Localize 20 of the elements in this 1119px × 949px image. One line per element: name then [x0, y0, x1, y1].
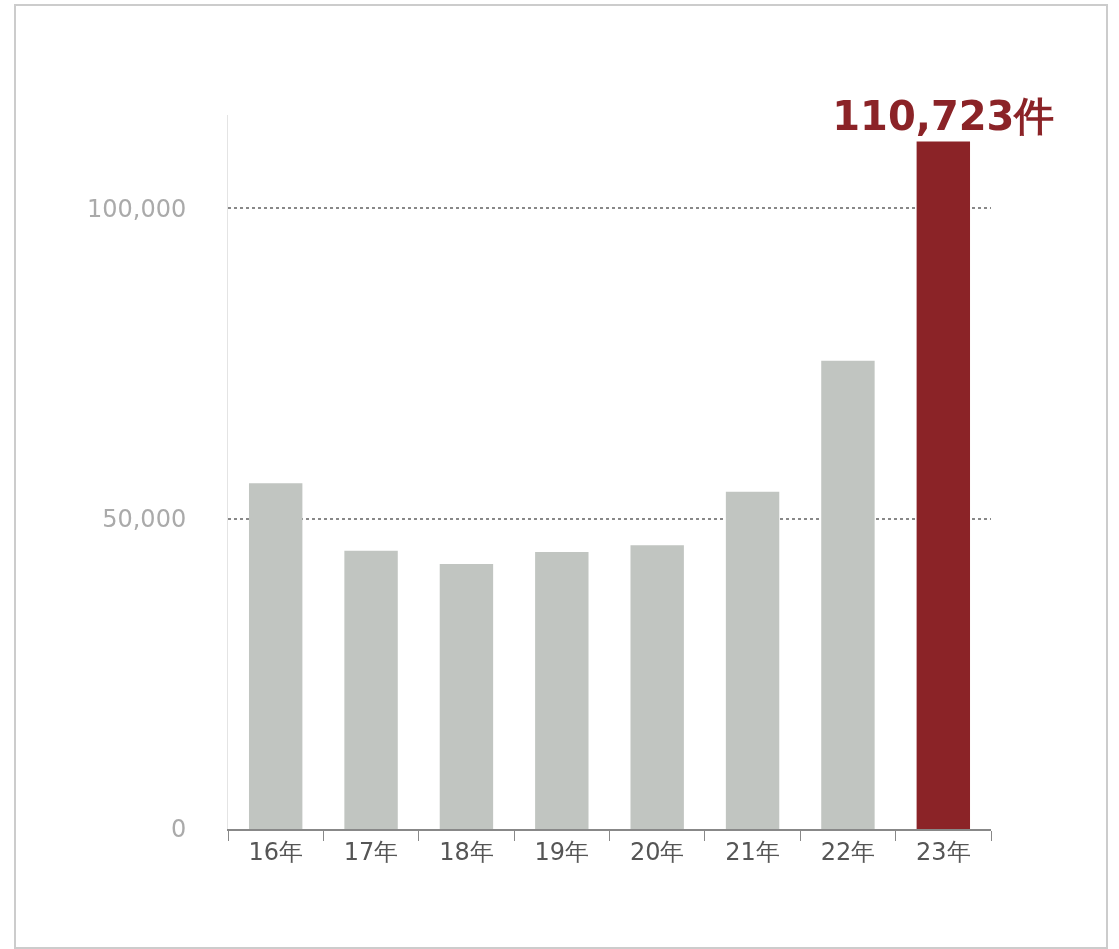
x-tick-label: 23年: [916, 837, 971, 866]
y-tick-label: 0: [170, 815, 187, 844]
x-tick-label: 18年: [439, 837, 494, 866]
bar: [439, 563, 494, 829]
bar: [630, 545, 684, 829]
bar: [916, 141, 971, 829]
bar: [821, 360, 875, 829]
bar: [344, 550, 398, 829]
x-tick-label: 16年: [248, 837, 303, 866]
bar: [725, 491, 780, 829]
x-tick-label: 20年: [629, 837, 685, 866]
x-tick-label: 22年: [820, 837, 876, 866]
x-tick-label: 19年: [534, 837, 590, 866]
data-label: 110,723件: [832, 92, 1055, 139]
bar: [248, 483, 303, 829]
x-tick-label: 21年: [725, 837, 780, 866]
y-tick-label: 100,000: [86, 194, 187, 223]
bar: [535, 552, 589, 829]
x-tick-label: 17年: [343, 837, 399, 866]
y-tick-label: 50,000: [102, 504, 187, 533]
